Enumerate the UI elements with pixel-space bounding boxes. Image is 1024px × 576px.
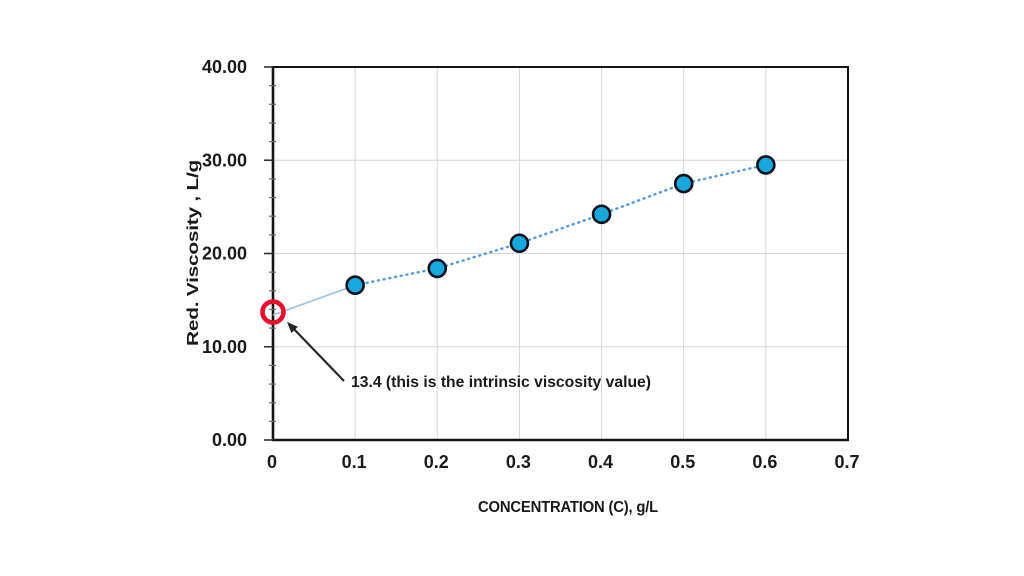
axis-ticks bbox=[264, 66, 276, 441]
trend-line bbox=[272, 163, 768, 316]
data-point-marker bbox=[756, 155, 776, 175]
axis-tick-labels: 0.00 10.00 20.00 30.00 40.00 0 0.1 0.2 0.3 0.4 0.5… bbox=[202, 57, 860, 472]
intercept-highlight bbox=[260, 299, 286, 325]
data-point-marker bbox=[345, 275, 365, 296]
y-tick-label: 10.00 bbox=[202, 337, 247, 357]
y-tick-label: 30.00 bbox=[202, 150, 247, 170]
y-tick-label: 20.00 bbox=[202, 244, 247, 264]
x-tick-label: 0.6 bbox=[752, 452, 777, 472]
annotation-text: 13.4 (this is the intrinsic viscosity va… bbox=[351, 374, 651, 391]
x-axis-title: CONCENTRATION (C), g/L bbox=[478, 499, 658, 516]
gridlines bbox=[273, 67, 848, 440]
x-tick-label: 0.5 bbox=[670, 452, 695, 472]
y-tick-label: 40.00 bbox=[202, 57, 247, 77]
data-point-marker bbox=[427, 258, 448, 279]
x-tick-label: 0.7 bbox=[834, 452, 859, 472]
x-tick-label: 0.1 bbox=[342, 452, 367, 472]
x-tick-label: 0.4 bbox=[588, 452, 613, 472]
arrow-shaft bbox=[290, 325, 345, 382]
annotation-arrow bbox=[287, 322, 345, 382]
y-tick-label: 0.00 bbox=[212, 430, 247, 450]
data-point-marker bbox=[591, 204, 612, 225]
x-tick-label: 0.3 bbox=[506, 452, 531, 472]
x-tick-label: 0 bbox=[267, 452, 277, 472]
trend-dotted-line bbox=[353, 163, 768, 287]
data-point-marker bbox=[673, 173, 694, 194]
data-points bbox=[345, 155, 776, 296]
x-tick-label: 0.2 bbox=[424, 452, 449, 472]
intercept-red-circle bbox=[260, 299, 286, 325]
trend-solid-extrapolation bbox=[272, 284, 356, 316]
data-point-marker bbox=[509, 233, 530, 254]
y-axis-title: Red. Viscosity , L/g bbox=[185, 160, 202, 346]
arrow-head-icon bbox=[287, 322, 298, 334]
